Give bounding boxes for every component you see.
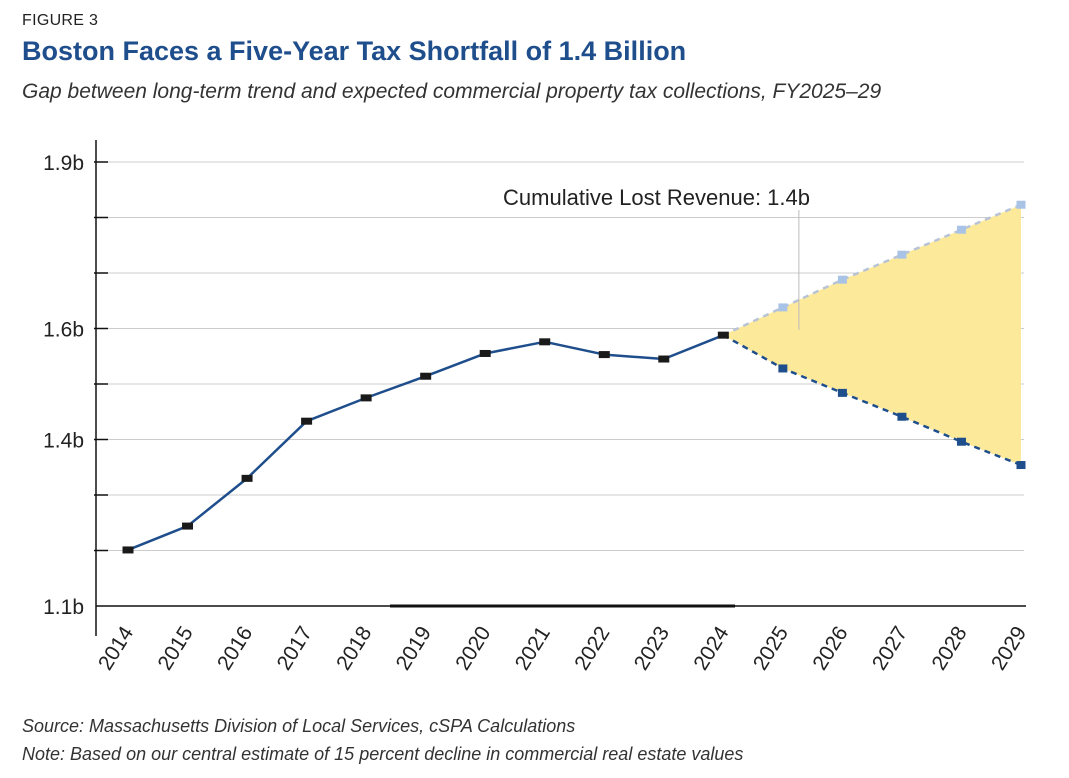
- point-actual-2017: [301, 417, 313, 425]
- point-actual-2015: [182, 522, 194, 530]
- chart-subtitle: Gap between long-term trend and expected…: [22, 80, 882, 103]
- point-projected-2027: [897, 412, 907, 421]
- x-tick-label-2017: 2017: [273, 622, 317, 674]
- series-line-actual: [127, 333, 724, 552]
- point-trend-2028: [956, 225, 966, 234]
- point-projected-2025: [778, 364, 788, 373]
- x-tick-label-2019: 2019: [392, 622, 436, 674]
- point-actual-2019: [420, 372, 432, 380]
- x-tick-label-2018: 2018: [332, 622, 376, 674]
- x-tick-label-2015: 2015: [154, 622, 198, 674]
- x-tick-label-2021: 2021: [511, 622, 555, 674]
- point-actual-2023: [658, 355, 670, 363]
- point-actual-2018: [360, 394, 372, 402]
- point-projected-2026: [837, 388, 847, 397]
- chart-title: Boston Faces a Five-Year Tax Shortfall o…: [22, 36, 687, 66]
- series-line-projected: [722, 334, 1022, 467]
- y-tick-label: 1.4b: [43, 430, 84, 453]
- y-tick-label: 1.9b: [43, 152, 84, 175]
- point-projected-2029: [1016, 461, 1026, 470]
- point-actual-2024: [717, 331, 729, 339]
- x-tick-label-2016: 2016: [213, 622, 257, 674]
- x-tick-label-2024: 2024: [689, 622, 733, 674]
- point-actual-2014: [122, 546, 134, 554]
- x-tick-label-2014: 2014: [94, 622, 138, 674]
- point-actual-2016: [241, 474, 253, 482]
- label-layer: 1.9b 1.6b 1.4b 1.1b 2014 2015 2016 2017 2018 2019…: [43, 152, 1031, 674]
- x-tick-label-2029: 2029: [987, 622, 1031, 674]
- marker-layer: [122, 200, 1026, 554]
- point-actual-2020: [479, 349, 491, 357]
- y-tick-label: 1.6b: [43, 319, 84, 342]
- x-tick-label-2028: 2028: [927, 622, 971, 674]
- figure-label: FIGURE 3: [22, 12, 99, 29]
- annotation-label: Cumulative Lost Revenue: 1.4b: [503, 185, 810, 210]
- point-actual-2021: [539, 338, 551, 346]
- x-tick-label-2022: 2022: [570, 622, 614, 674]
- point-projected-2028: [956, 437, 966, 446]
- y-tick-label: 1.1b: [43, 596, 84, 619]
- footnote: Note: Based on our central estimate of 1…: [22, 744, 744, 764]
- gap-fill-layer: [723, 204, 1021, 466]
- point-trend-2026: [837, 275, 847, 284]
- source-note: Source: Massachusetts Division of Local …: [22, 716, 576, 736]
- x-tick-label-2025: 2025: [749, 622, 793, 674]
- point-actual-2022: [598, 351, 610, 359]
- x-tick-label-2020: 2020: [451, 622, 495, 674]
- x-tick-label-2023: 2023: [630, 622, 674, 674]
- x-tick-label-2026: 2026: [808, 622, 852, 674]
- x-tick-label-2027: 2027: [868, 622, 912, 674]
- point-trend-2027: [897, 250, 907, 259]
- lost-revenue-area: [723, 204, 1021, 466]
- axis-layer: [94, 140, 1026, 636]
- point-trend-2025: [778, 303, 788, 312]
- point-trend-2029: [1016, 200, 1026, 209]
